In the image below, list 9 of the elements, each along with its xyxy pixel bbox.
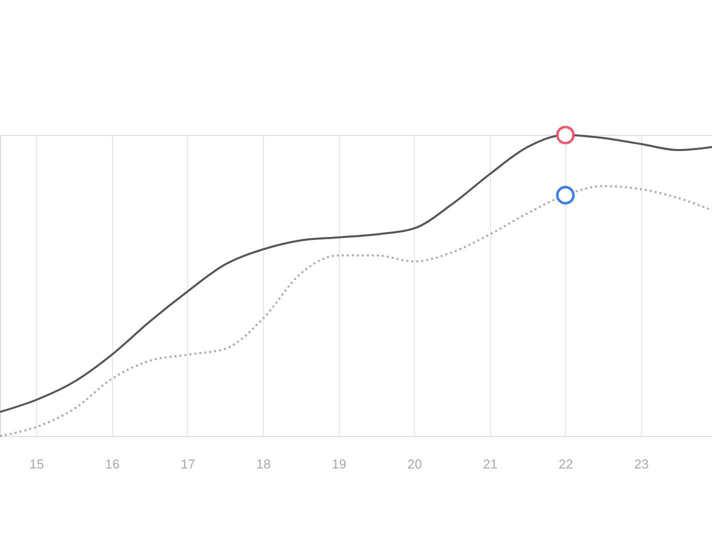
x-tick-label: 20 — [407, 456, 422, 472]
x-tick-label: 16 — [105, 456, 120, 472]
x-tick-label: 22 — [558, 456, 574, 472]
x-tick-label: 17 — [180, 456, 196, 472]
x-tick-label: 18 — [256, 456, 271, 472]
x-tick-label: 19 — [332, 456, 346, 472]
x-tick-label: 15 — [30, 456, 44, 472]
x-tick-label: 23 — [634, 456, 649, 472]
x-tick-label: 21 — [483, 456, 498, 472]
